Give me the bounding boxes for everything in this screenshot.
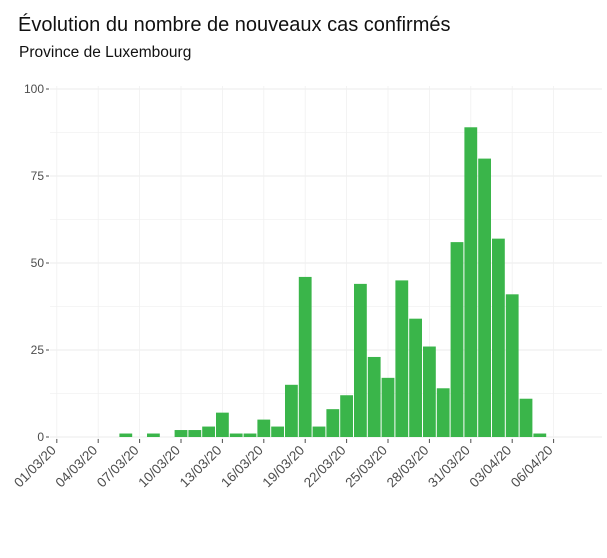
bar: [381, 377, 395, 437]
x-tick-label: 13/03/20: [177, 443, 225, 491]
x-tick-label: 01/03/20: [11, 443, 59, 491]
bar: [229, 433, 243, 437]
bar: [216, 412, 229, 437]
bar: [436, 388, 450, 437]
x-tick-label: 25/03/20: [342, 443, 390, 491]
bar: [298, 276, 312, 437]
x-tick-label: 06/04/20: [508, 443, 556, 491]
bar: [174, 430, 188, 437]
bar: [450, 242, 464, 437]
x-tick-label: 22/03/20: [301, 443, 349, 491]
x-tick-label: 10/03/20: [135, 443, 183, 491]
x-tick-label: 31/03/20: [425, 443, 473, 491]
x-tick-label: 07/03/20: [94, 443, 142, 491]
x-tick-label: 04/03/20: [53, 443, 101, 491]
y-tick-label: 25: [31, 343, 45, 357]
x-axis: 01/03/2004/03/2007/03/2010/03/2013/03/20…: [11, 439, 556, 490]
bar: [257, 419, 271, 437]
bar: [464, 127, 478, 437]
x-tick-label: 03/04/20: [467, 443, 515, 491]
bar: [285, 384, 298, 437]
y-tick-label: 75: [31, 169, 45, 183]
y-tick-label: 100: [24, 82, 44, 96]
bar: [188, 430, 202, 437]
bar: [326, 409, 340, 437]
x-tick-label: 28/03/20: [384, 443, 432, 491]
bars: [119, 127, 547, 437]
x-tick-label: 19/03/20: [260, 443, 308, 491]
bar: [147, 433, 160, 437]
bar: [478, 158, 491, 437]
x-tick-label: 16/03/20: [218, 443, 266, 491]
y-tick-label: 50: [31, 256, 45, 270]
bar: [367, 356, 381, 437]
chart-title: Évolution du nombre de nouveaux cas conf…: [18, 14, 451, 36]
grid-lines: [50, 86, 602, 440]
bar: [312, 426, 326, 437]
bar: [340, 395, 353, 437]
bar: [492, 238, 505, 437]
bar: [202, 426, 215, 437]
bar: [409, 318, 422, 437]
bar: [119, 433, 133, 437]
bar: [243, 433, 257, 437]
bar: [505, 294, 519, 437]
y-axis: 0 25 50 75 100: [24, 82, 49, 444]
bar: [423, 346, 436, 437]
chart-subtitle: Province de Luxembourg: [19, 44, 192, 61]
bar: [395, 280, 409, 437]
bar: [354, 283, 367, 437]
bar: [519, 398, 533, 437]
bar: [271, 426, 284, 437]
bar: [533, 433, 547, 437]
y-tick-label: 0: [37, 430, 44, 444]
